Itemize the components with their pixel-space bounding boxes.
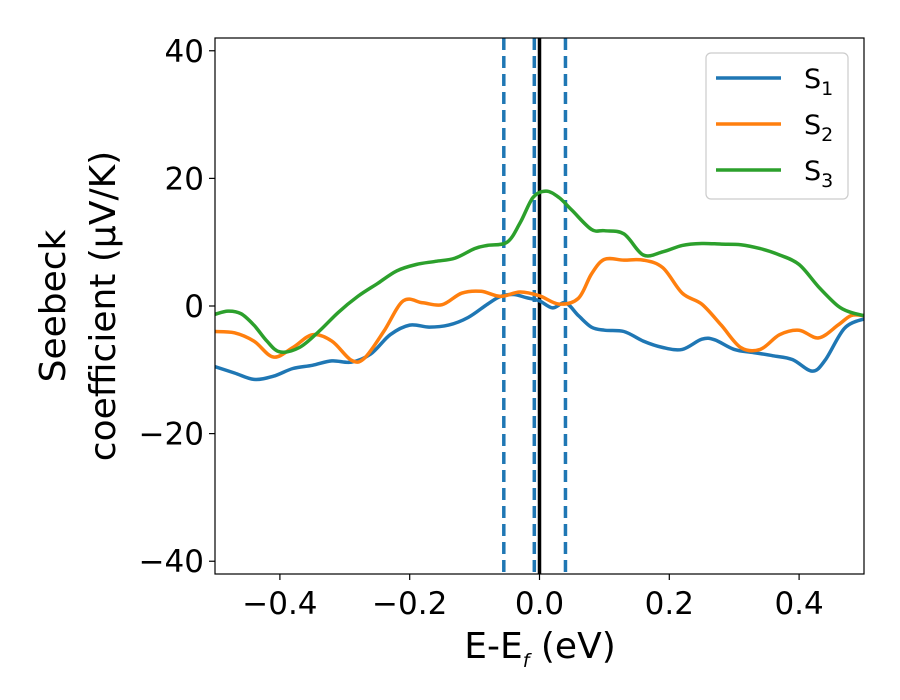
y-tick-label: −40: [139, 544, 204, 580]
x-tick-label: 0.0: [515, 586, 564, 622]
x-axis-title: E-Ef (eV): [464, 626, 616, 672]
y-tick-label: 20: [165, 161, 204, 197]
legend-box: [705, 52, 849, 200]
series-line-s3: [215, 189, 864, 354]
legend-label-s3: S3: [804, 156, 833, 192]
y-axis-title: Seebeck coefficient (μV/K): [33, 151, 124, 461]
tick-group: −0.4 −0.2 0.0 0.2 0.4 −40 −20 0 20 40: [139, 34, 824, 622]
series-line-s2: [215, 256, 864, 364]
y-axis-title-line1: Seebeck: [33, 229, 74, 382]
y-tick-label: −20: [139, 417, 204, 453]
legend-label-s2: S2: [804, 110, 833, 146]
y-tick-label: 40: [165, 34, 204, 70]
x-tick-label: −0.4: [242, 586, 317, 622]
y-axis-title-line2: coefficient (μV/K): [83, 151, 124, 461]
plot-area: [215, 38, 864, 574]
x-tick-label: 0.2: [645, 586, 694, 622]
legend: S1 S2 S3: [705, 52, 849, 200]
x-tick-label: 0.4: [774, 586, 823, 622]
y-tick-label: 0: [184, 289, 204, 325]
x-tick-label: −0.2: [372, 586, 447, 622]
legend-label-s1: S1: [804, 64, 833, 100]
